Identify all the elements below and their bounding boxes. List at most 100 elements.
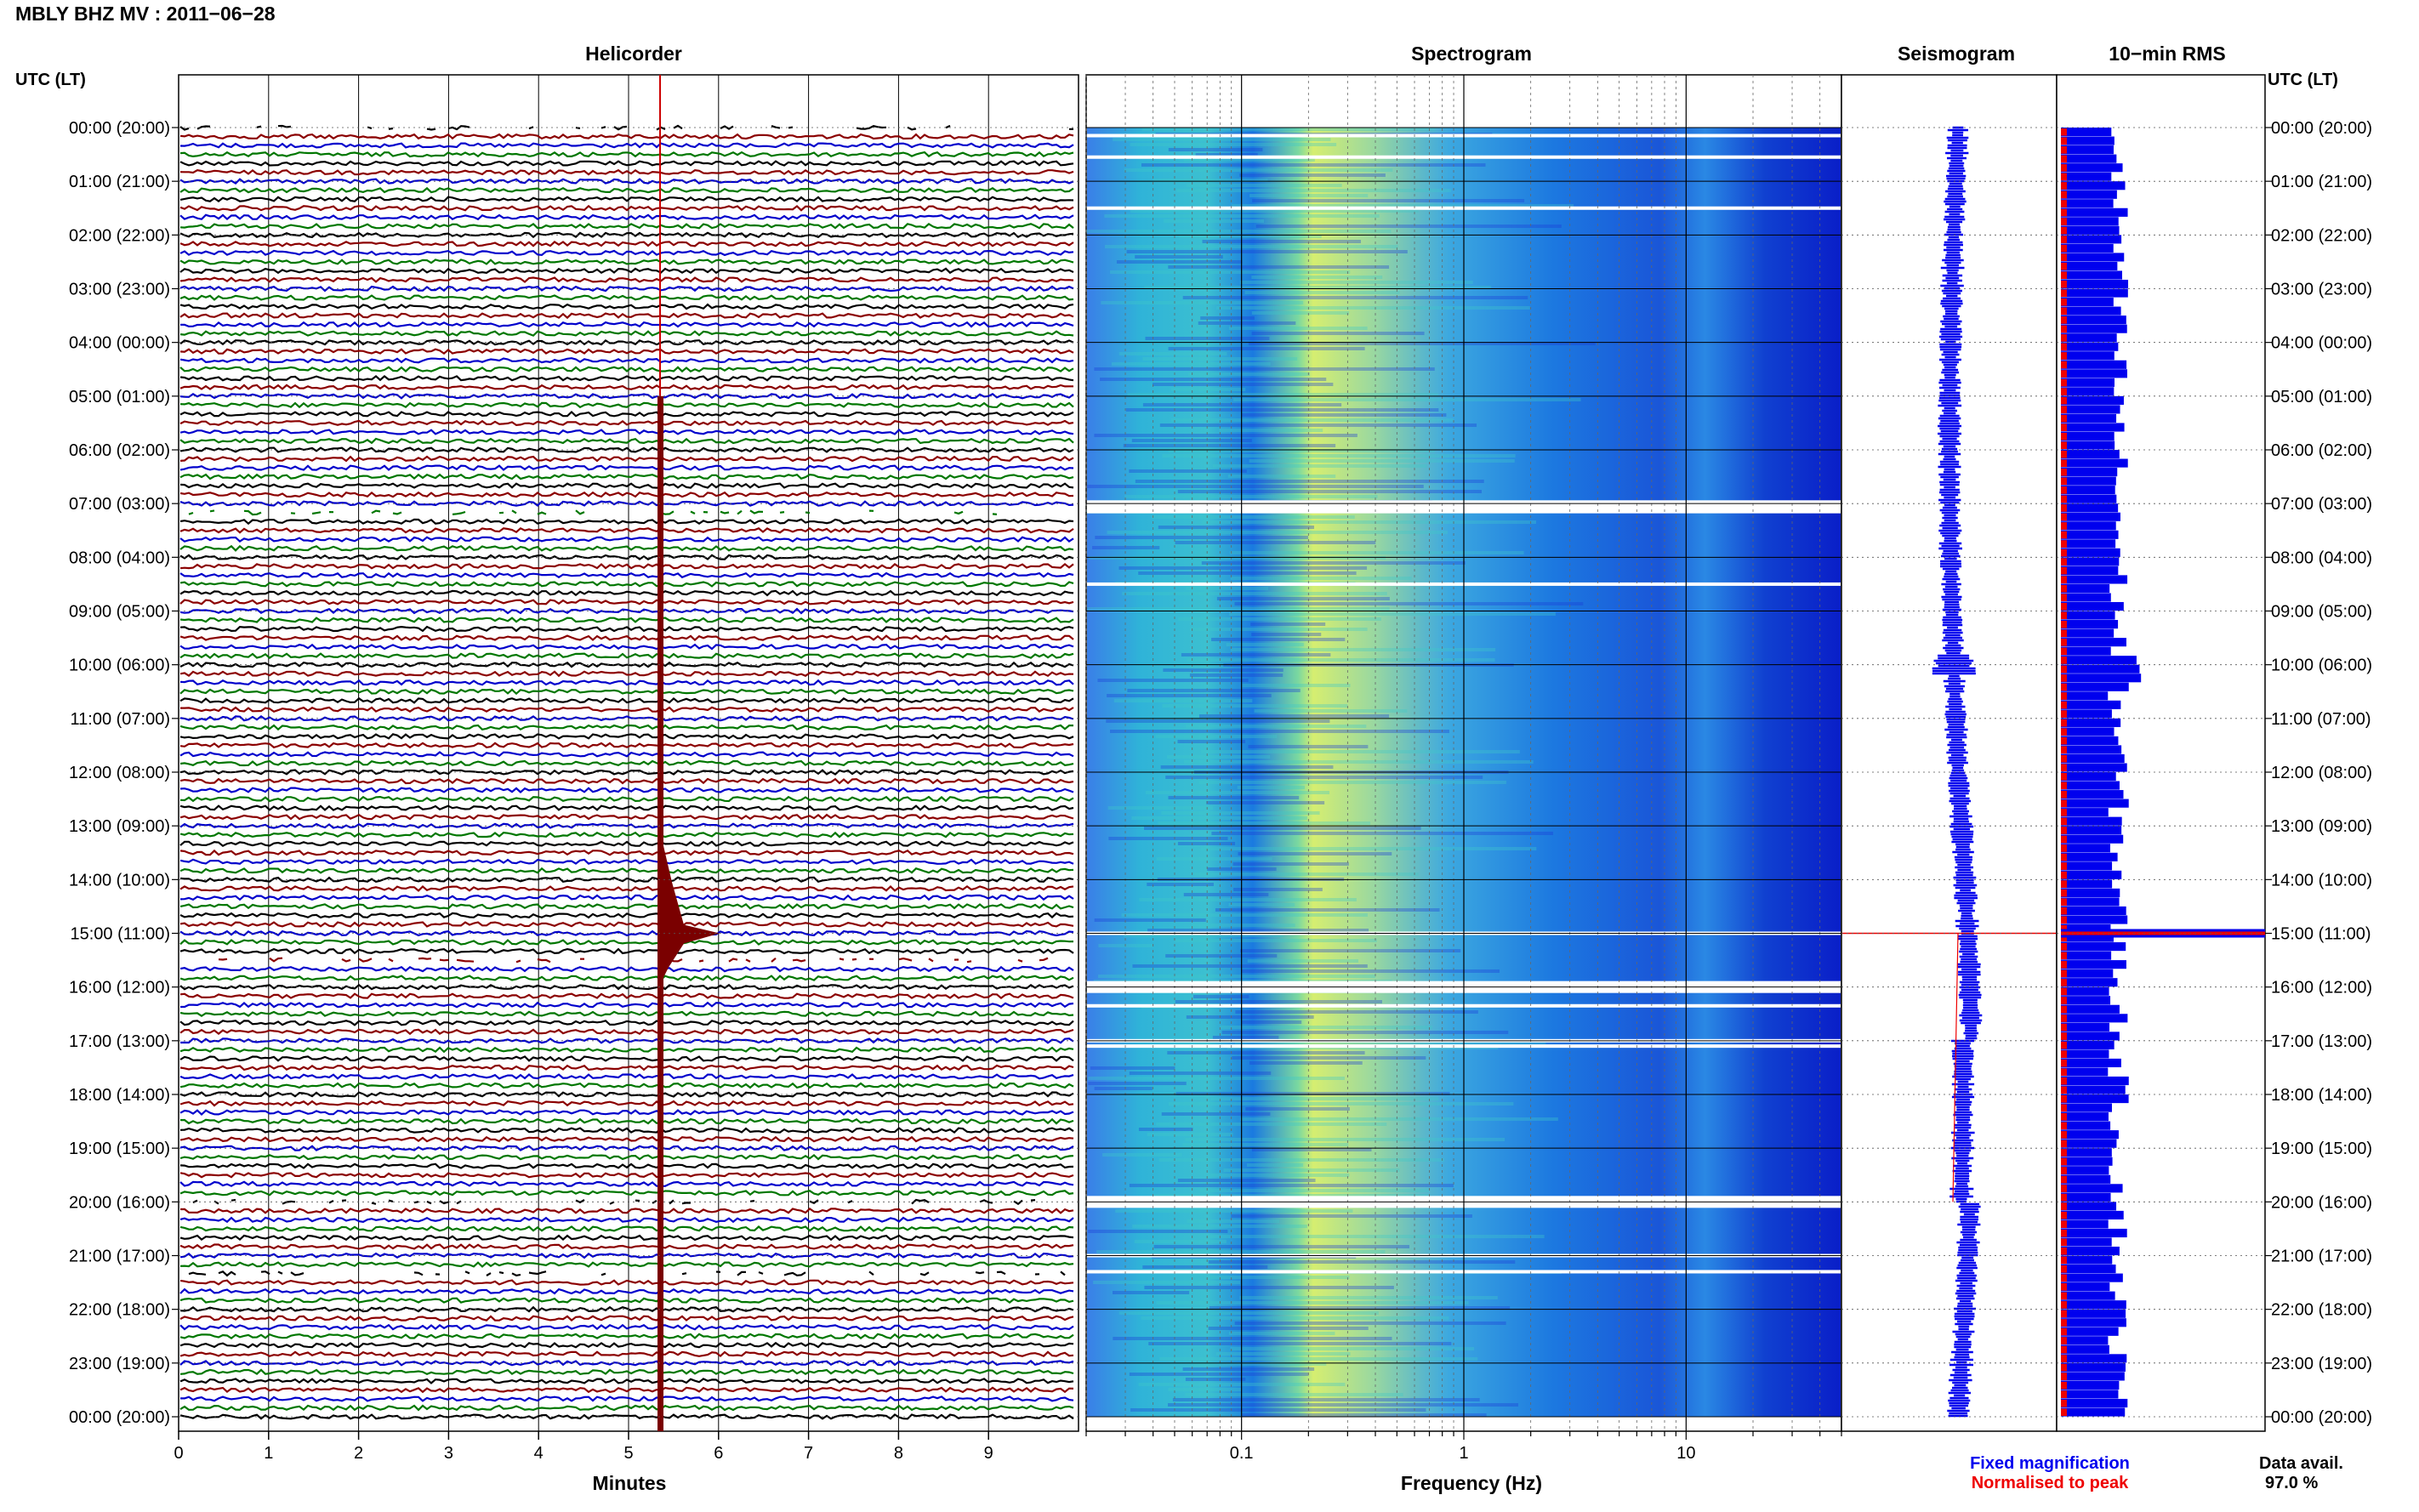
rms-bar [2061,450,2120,459]
spectrogram-band [1108,837,1228,840]
rms-peak-bar [2061,253,2067,261]
rms-bar [2061,207,2128,217]
spectrogram-band [1193,995,1249,998]
spectrogram-band [1129,1373,1309,1376]
helicorder-trace [179,464,1074,471]
rms-peak-bar [2061,469,2067,476]
rms-peak-bar [2061,844,2067,852]
helicorder-trace [179,1153,1074,1161]
rms-bar [2061,243,2114,253]
spectrogram-band [1221,1031,1509,1034]
helicorder-trace [179,267,1074,275]
spectrogram-band [1168,1403,1519,1407]
rms-bar [2061,1380,2120,1390]
helicorder-trace [179,751,1074,758]
rms-peak-bar [2061,898,2067,906]
time-label-right: UTC (LT) [2268,71,2338,89]
rms-peak-bar [2061,451,2067,458]
rms-peak-bar [2061,728,2067,736]
helicorder-trace [179,759,1074,767]
helicorder-trace [179,831,1074,838]
helicorder-trace [179,1216,1074,1224]
time-tick-label-left: 19:00 (15:00) [69,1140,170,1158]
time-tick-label-left: 15:00 (11:00) [71,925,171,944]
spectrogram-band [1164,219,1265,223]
spectrogram-band [1110,730,1449,733]
spectrogram-band [1233,888,1323,891]
time-tick-label-left: 14:00 (10:00) [69,871,170,890]
spectrogram-band [1123,444,1336,447]
helicorder-title: Helicorder [585,43,682,65]
spectrogram-band [1183,158,1315,162]
helicorder-trace [179,544,1074,552]
spectrogram-band [1182,1143,1349,1146]
spectrogram-band [1250,622,1326,626]
spectrogram-band [1235,1010,1478,1014]
time-label-left: UTC (LT) [15,71,86,89]
helicorder-trace [179,1055,1074,1062]
spectrogram-band [1185,1378,1246,1381]
rms-bar [2061,1398,2128,1408]
helicorder-trace [179,223,1074,230]
helicorder-trace [179,500,1074,507]
helicorder-trace [179,241,1074,247]
rms-bar [2061,611,2115,620]
helicorder-trace [179,939,1074,946]
rms-peak-bar [2061,316,2067,324]
seismogram-title: Seismogram [1898,43,2015,65]
spectrogram-band [1185,1138,1505,1141]
rms-bar [2061,826,2122,835]
rms-bar [2061,306,2121,315]
rms-peak-bar [2061,1327,2067,1336]
helicorder-trace [179,652,1074,660]
rms-peak-bar [2061,155,2067,163]
spectrogram-band [1148,1342,1452,1345]
rms-bar [2061,1067,2109,1077]
time-tick-label-right: 21:00 (17:00) [2271,1248,2372,1266]
rms-peak-bar [2061,961,2067,969]
rms-bar [2061,996,2111,1005]
spectrogram-xtick-label: 10 [1676,1444,1695,1463]
spectrogram-band [1171,418,1454,422]
helicorder-trace [179,1190,1074,1197]
rms-peak-bar [2061,611,2067,620]
rms-peak-bar [2061,1059,2067,1067]
rms-peak-bar [2061,969,2067,978]
rms-bar [2061,494,2117,503]
rms-peak-bar [2061,764,2067,771]
rms-peak-bar [2061,522,2067,530]
rms-peak-bar [2061,226,2067,235]
spectrogram-band [1141,1316,1449,1320]
spectrogram-band [1144,827,1421,830]
time-tick-label-right: 13:00 (09:00) [2271,817,2372,836]
helicorder-trace [179,526,1074,534]
helicorder-trace [179,912,1074,919]
spectrogram-band [1212,464,1427,468]
spectrogram-band [1168,265,1390,269]
time-tick-label-right: 19:00 (15:00) [2271,1140,2372,1158]
time-tick-label-right: 01:00 (21:00) [2271,173,2372,191]
rms-bar [2061,1022,2110,1032]
rms-peak-bar [2061,1238,2067,1246]
rms-bar [2061,530,2119,539]
time-tick-label-left: 11:00 (07:00) [71,710,171,729]
spectrogram-band [1187,1219,1280,1223]
spectrogram-band [1230,1347,1475,1350]
helicorder-xtick-label: 7 [804,1444,813,1463]
spectrogram-band [1118,566,1368,570]
spectrogram-band [1189,674,1283,677]
rms-peak-bar [2061,486,2067,494]
helicorder-trace [179,840,1074,847]
rms-bar [2061,1166,2109,1175]
rms-bar [2061,718,2121,727]
rms-peak-bar [2061,1265,2067,1273]
rms-peak-bar [2061,979,2067,986]
time-tick-label-left: 12:00 (08:00) [69,764,170,782]
spectrogram-band [1127,393,1439,396]
rms-bar [2061,199,2114,208]
spectrogram-band [1086,485,1424,488]
rms-bar [2061,1174,2111,1184]
spectrogram-band [1168,1388,1243,1391]
rms-bar [2061,181,2126,190]
spectrogram-band [1097,679,1249,682]
